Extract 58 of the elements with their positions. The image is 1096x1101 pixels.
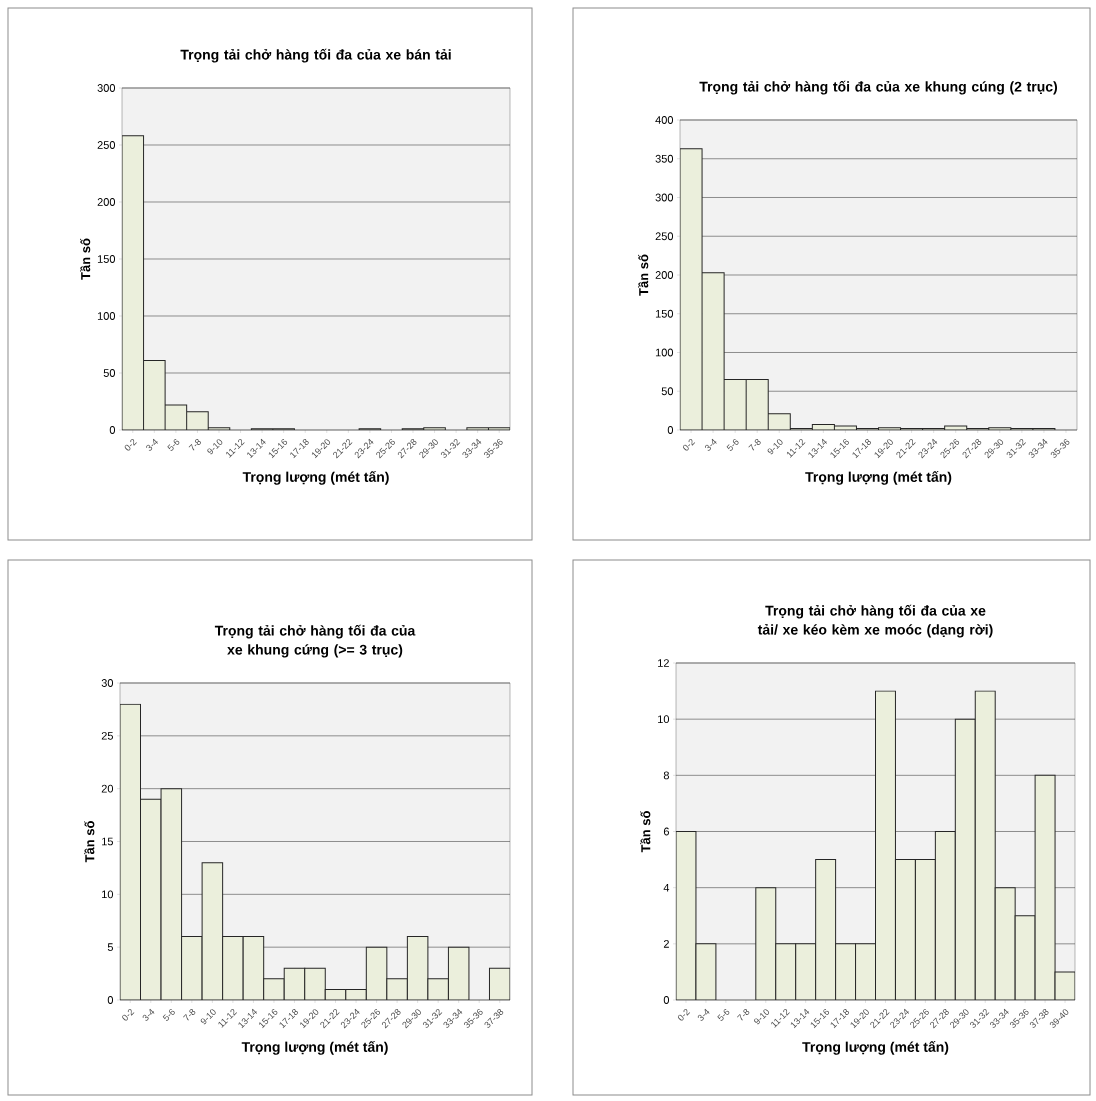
- y-tick-label: 200: [97, 198, 116, 206]
- y-axis-title: Tần số: [84, 820, 95, 863]
- y-tick-label: 100: [97, 312, 116, 320]
- chart-title: Trọng tải chở hàng tối đa của xe khung cứng (>= 3 trục): [214, 624, 416, 658]
- y-tick-label: 8: [663, 771, 669, 780]
- x-tick-label: 3-4: [704, 438, 717, 451]
- y-tick-label: 50: [103, 369, 116, 377]
- y-tick-label: 200: [655, 271, 674, 279]
- x-tick-label: 5-6: [726, 439, 739, 451]
- y-axis-title: Tần số: [640, 810, 651, 853]
- x-tick-label: 0-2: [682, 439, 696, 451]
- y-tick-label: 100: [655, 348, 674, 357]
- y-tick-label: 0: [107, 996, 114, 1004]
- y-tick-label: 15: [102, 837, 113, 846]
- y-tick-label: 300: [655, 193, 674, 202]
- y-tick-label: 150: [655, 309, 674, 318]
- x-tick-label: 5-6: [162, 1009, 175, 1021]
- y-tick-label: 5: [107, 943, 113, 951]
- chart-title: Trọng tải chở hàng tối đa của xe khung cúng (2 trục): [699, 80, 1058, 95]
- y-tick-label: 400: [655, 116, 674, 124]
- chart-title: Trọng tải chở hàng tối đa của xe bán tải: [180, 48, 451, 63]
- y-tick-label: 10: [658, 715, 670, 724]
- x-tick-label: 3-4: [697, 1008, 710, 1021]
- y-tick-label: 10: [102, 890, 114, 899]
- x-tick-label: 3-4: [146, 438, 158, 451]
- x-axis-title: Trọng lượng (mét tấn): [242, 471, 389, 485]
- y-tick-label: 4: [663, 883, 670, 892]
- y-tick-label: 0: [667, 426, 674, 434]
- y-axis-title: Tần số: [80, 238, 91, 280]
- chart-title: Trọng tải chở hàng tối đa của xe tải/ xe kéo kèm xe moóc (dạng rời): [757, 604, 993, 638]
- x-axis-title: Trọng lượng (mét tấn): [802, 1041, 949, 1055]
- y-tick-label: 250: [97, 141, 116, 149]
- x-tick-label: 0-2: [677, 1009, 691, 1021]
- x-tick-label: 5-6: [717, 1009, 730, 1021]
- x-axis-title: Trọng lượng (mét tấn): [241, 1041, 388, 1055]
- y-tick-label: 12: [658, 659, 669, 667]
- y-tick-label: 0: [109, 426, 116, 434]
- x-tick-label: 0-2: [124, 439, 137, 451]
- x-tick-label: 7-8: [183, 1009, 196, 1021]
- y-tick-label: 300: [97, 84, 116, 92]
- x-tick-label: 0-2: [122, 1009, 135, 1021]
- y-tick-label: 250: [655, 232, 674, 241]
- x-tick-label: 3-4: [142, 1008, 155, 1021]
- x-tick-label: 7-8: [748, 439, 761, 451]
- y-axis-title: Tần số: [638, 254, 649, 296]
- y-tick-label: 50: [661, 387, 674, 396]
- x-tick-label: 5-6: [167, 439, 180, 451]
- y-tick-label: 6: [663, 827, 669, 836]
- y-tick-label: 25: [101, 731, 113, 740]
- y-tick-label: 350: [655, 154, 674, 163]
- y-tick-label: 20: [101, 784, 114, 793]
- y-tick-label: 0: [663, 996, 670, 1004]
- y-tick-label: 2: [663, 940, 669, 948]
- x-axis-title: Trọng lượng (mét tấn): [805, 471, 952, 485]
- y-tick-label: 150: [97, 255, 116, 263]
- y-tick-label: 30: [101, 679, 114, 687]
- x-tick-label: 7-8: [737, 1009, 750, 1021]
- x-tick-label: 7-8: [188, 439, 201, 451]
